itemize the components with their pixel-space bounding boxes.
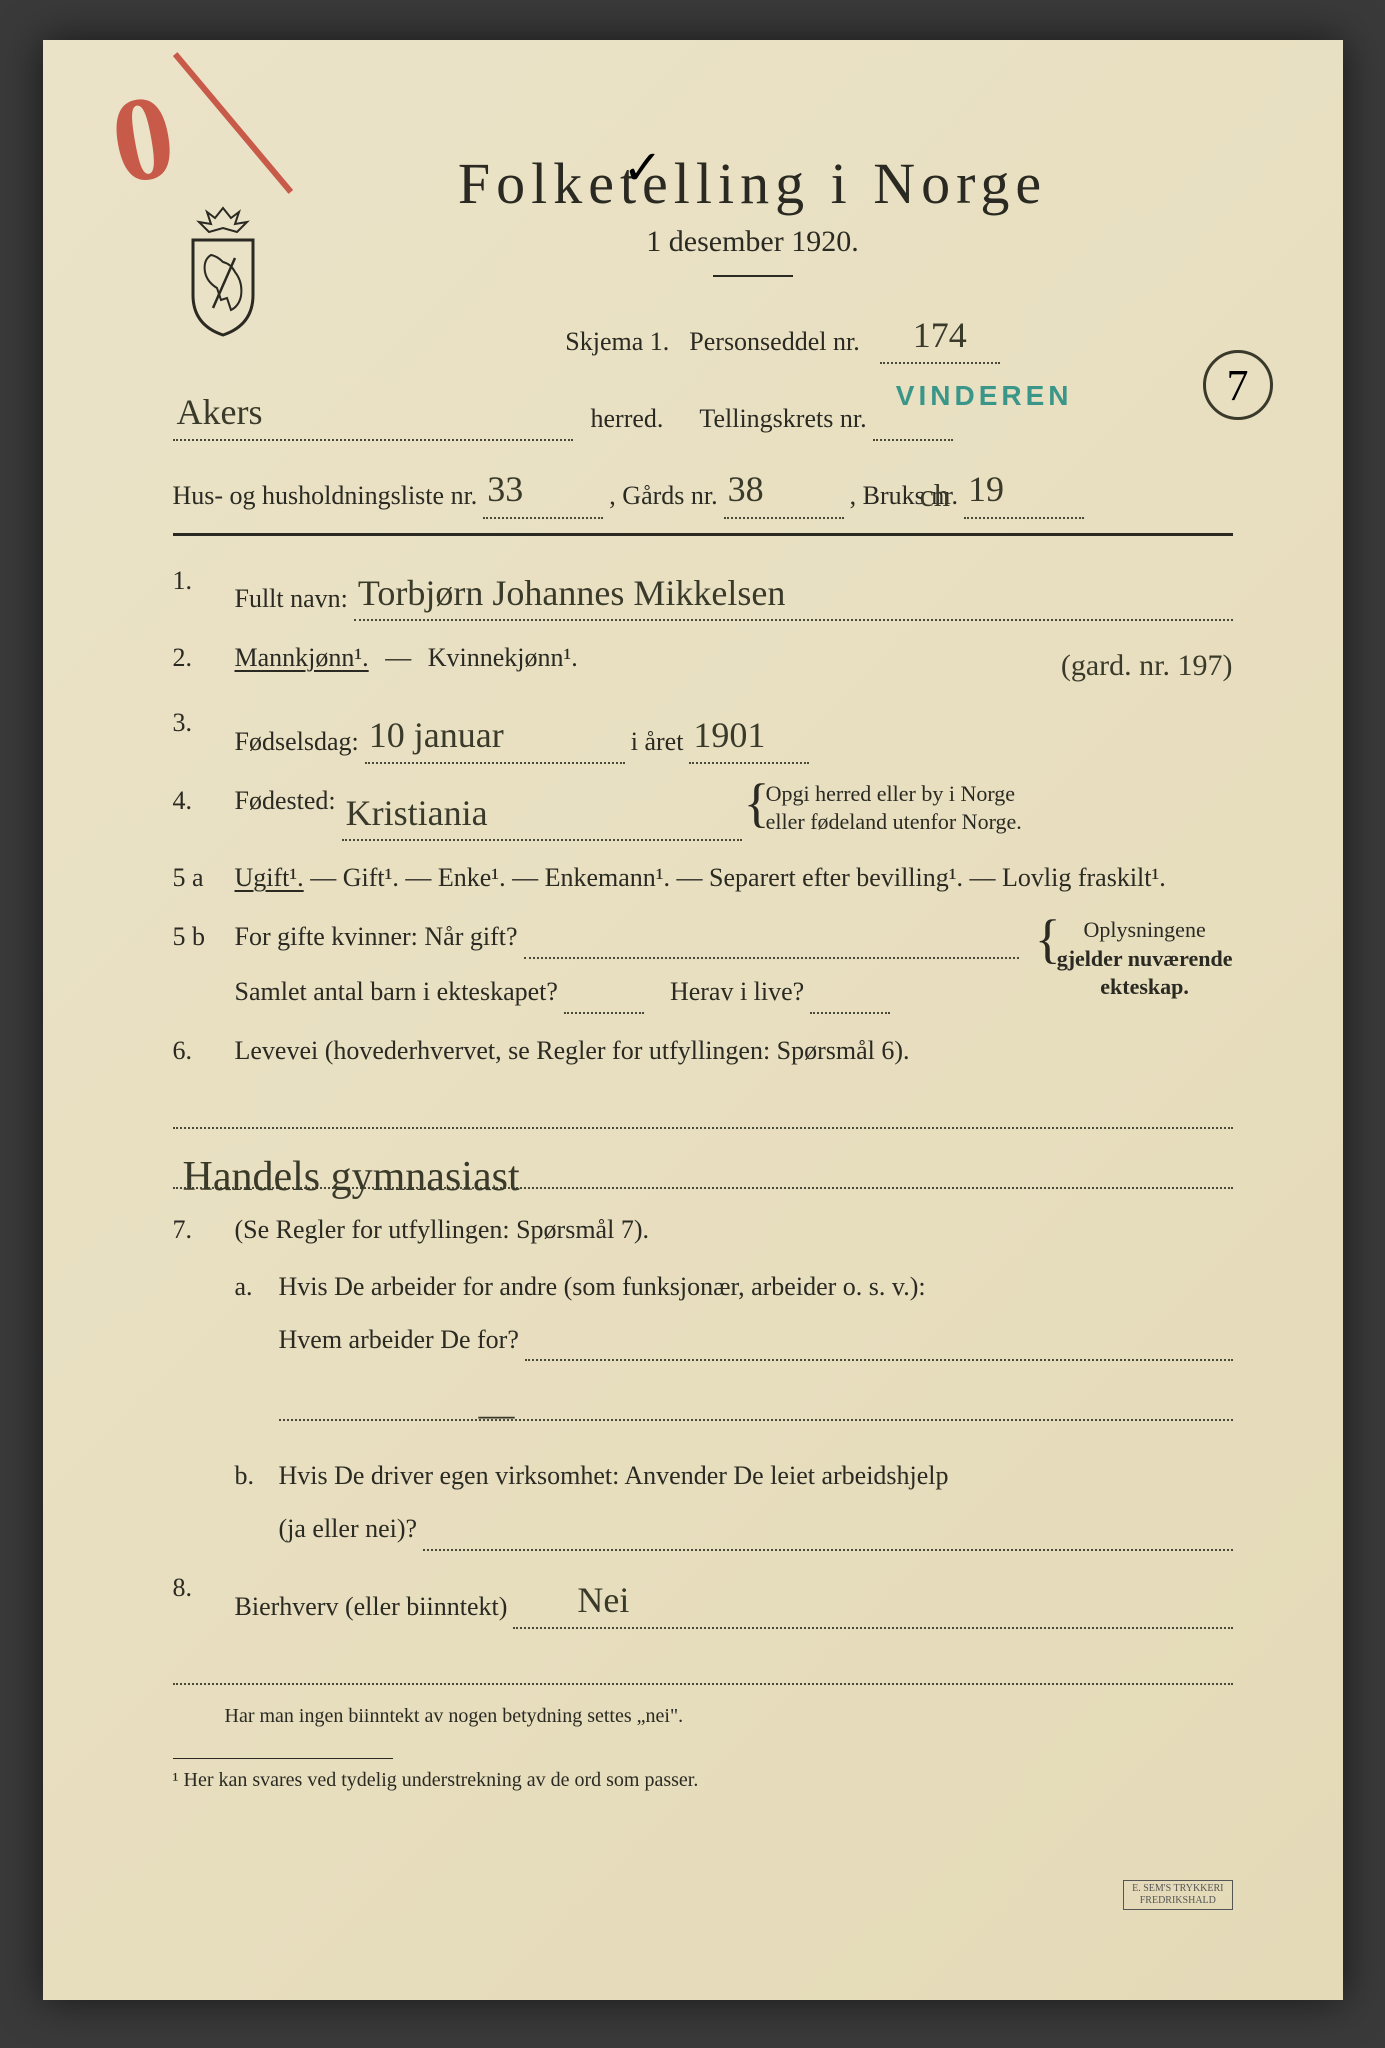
q5b-l1a: For gifte kvinner: Når gift? (235, 916, 518, 959)
q3-label-a: Fødselsdag: (235, 721, 359, 764)
q3-label-b: i året (631, 721, 684, 764)
q3-value-b: 1901 (693, 715, 765, 755)
q1-aside: (gard. nr. 197) (1061, 641, 1233, 691)
question-5a: 5 a Ugift¹. — Gift¹. — Enke¹. — Enkemann… (173, 857, 1233, 900)
q7a-l2: Hvem arbeider De for? (279, 1319, 519, 1362)
q6-value: Handels gymnasiast (183, 1153, 520, 1189)
list-val-a: 33 (487, 469, 523, 509)
q7a-line-blank: — (279, 1381, 1233, 1421)
footnote-1: Har man ingen biinntekt av nogen betydni… (173, 1705, 1233, 1728)
q4-label: Fødested: (235, 780, 336, 823)
q1-num: 1. (173, 560, 221, 621)
q3-value-a: 10 januar (369, 715, 504, 755)
question-3: 3. Fødselsdag: 10 januar i året 1901 (173, 702, 1233, 763)
q8-value: Nei (577, 1580, 629, 1620)
q5b-l2a: Samlet antal barn i ekteskapet? (235, 971, 558, 1014)
q7a-num: a. (235, 1266, 265, 1442)
question-7: 7. (Se Regler for utfyllingen: Spørsmål … (173, 1209, 1233, 1551)
printer-mark: E. SEM'S TRYKKERI FREDRIKSHALD (1123, 1880, 1232, 1910)
list-line: Hus- og husholdningsliste nr. 33 , Gårds… (173, 455, 1233, 518)
q4-note-l1: Opgi herred eller by i Norge (766, 781, 1015, 806)
q4-note: Opgi herred eller by i Norge eller fødel… (748, 780, 1022, 837)
form-date: 1 desember 1920. (273, 225, 1233, 259)
q7b-l1: Hvis De driver egen virksomhet: Anvender… (279, 1455, 1233, 1498)
q2-female: Kvinnekjønn¹. (428, 643, 578, 672)
person-nr-value: 174 (913, 315, 967, 355)
list-label-a: Hus- og husholdningsliste nr. (173, 474, 478, 518)
schema-label: Skjema 1. (565, 320, 669, 364)
q5b-l2b: Herav i live? (670, 971, 804, 1014)
person-label: Personseddel nr. (689, 320, 859, 364)
question-1: 1. Fullt navn: Torbjørn Johannes Mikkels… (173, 560, 1233, 621)
schema-line: Skjema 1. Personseddel nr. 174 (173, 301, 1233, 364)
q7b-l2: (ja eller nei)? (279, 1508, 418, 1551)
q5b-note: Oplysningene gjelder nuværende ekteskap. (1039, 916, 1233, 1002)
q7-label: (Se Regler for utfyllingen: Spørsmål 7). (235, 1209, 1233, 1252)
q6-num: 6. (173, 1030, 221, 1073)
form-header: Folketelling i Norge 1 desember 1920. (173, 150, 1233, 277)
header-rule (713, 275, 793, 277)
herred-label: herred. (591, 397, 664, 441)
q7b-num: b. (235, 1455, 265, 1551)
form-title: Folketelling i Norge (273, 150, 1233, 217)
district-stamp: VINDEREN (896, 372, 1073, 420)
q4-value: Kristiania (346, 793, 488, 833)
q5b-note-l3: ekteskap. (1100, 974, 1189, 999)
q2-dash: — (385, 643, 411, 672)
list-val-b: 38 (728, 469, 764, 509)
q5a-ugift: Ugift¹. (235, 863, 304, 892)
list-overwrite: ch (920, 468, 950, 522)
footnote-rule (173, 1758, 393, 1759)
q8-line-blank (173, 1645, 1233, 1685)
q1-label: Fullt navn: (235, 578, 348, 621)
q6-line-1 (173, 1089, 1233, 1129)
q6-line-2: Handels gymnasiast (173, 1149, 1233, 1189)
herred-value: Akers (177, 392, 263, 432)
q5b-note-l1: Oplysningene (1084, 917, 1206, 942)
question-2: 2. Mannkjønn¹. — Kvinnekjønn¹. (gard. nr… (173, 637, 1233, 687)
q1-value: Torbjørn Johannes Mikkelsen (358, 573, 785, 613)
question-8: 8. Bierhverv (eller biinntekt) Nei (173, 1567, 1233, 1628)
list-label-b: , Gårds nr. (609, 474, 717, 518)
q2-num: 2. (173, 637, 221, 687)
krets-label: Tellingskrets nr. (699, 397, 866, 441)
printer-l2: FREDRIKSHALD (1140, 1895, 1216, 1906)
q4-note-l2: eller fødeland utenfor Norge. (766, 809, 1022, 834)
q6-label: Levevei (hovederhvervet, se Regler for u… (235, 1030, 1233, 1073)
list-val-c: 19 (968, 469, 1004, 509)
q5a-rest: — Gift¹. — Enke¹. — Enkemann¹. — Separer… (310, 863, 1166, 892)
q3-num: 3. (173, 702, 221, 763)
q2-male: Mannkjønn¹. (235, 643, 369, 672)
printer-l1: E. SEM'S TRYKKERI (1132, 1883, 1223, 1894)
census-form-sheet: 0 ✓ 7 Folketelling i Norge 1 desember 19… (43, 40, 1343, 2000)
footnote-2: ¹ Her kan svares ved tydelig understrekn… (173, 1769, 1233, 1792)
herred-line: Akers herred. Tellingskrets nr. VINDEREN (173, 378, 1233, 441)
q8-label: Bierhverv (eller biinntekt) (235, 1586, 508, 1629)
question-5b: 5 b For gifte kvinner: Når gift? Samlet … (173, 916, 1233, 1014)
q5a-num: 5 a (173, 857, 221, 900)
question-6: 6. Levevei (hovederhvervet, se Regler fo… (173, 1030, 1233, 1073)
question-4: 4. Fødested: Kristiania Opgi herred elle… (173, 780, 1233, 841)
q7a-l1: Hvis De arbeider for andre (som funksjon… (279, 1266, 1233, 1309)
q8-num: 8. (173, 1567, 221, 1628)
q5b-num: 5 b (173, 916, 221, 1014)
q5b-note-l2: gjelder nuværende (1057, 946, 1233, 971)
q7-num: 7. (173, 1209, 221, 1551)
q4-num: 4. (173, 780, 221, 841)
check-mark: ✓ (623, 140, 663, 196)
section-rule-1 (173, 533, 1233, 536)
